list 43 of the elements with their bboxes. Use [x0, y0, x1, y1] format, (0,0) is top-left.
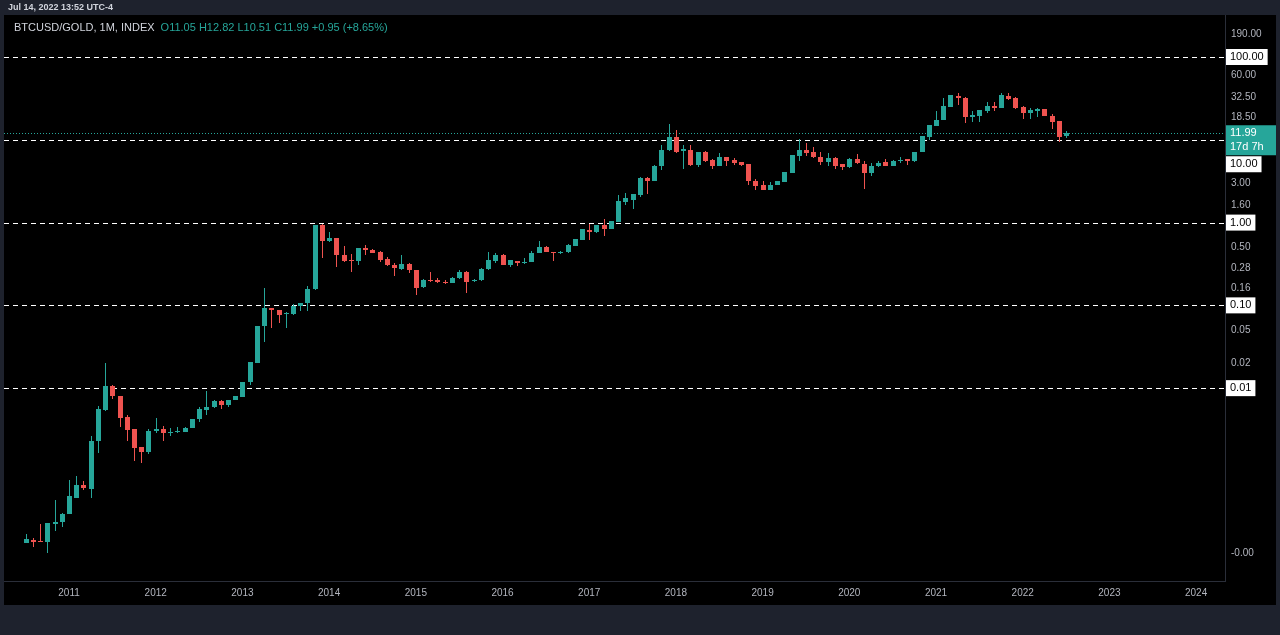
text: BTCUSD/GOLD, 1M, INDEX: [14, 21, 156, 34]
y-tick-label: 0.02: [1231, 356, 1251, 368]
y-tick-label: 0.05: [1231, 324, 1251, 336]
ref-line-label: 0.01: [1230, 381, 1252, 394]
ref-line-label: 100.00: [1230, 50, 1264, 63]
x-tick-label: 2011: [58, 586, 81, 598]
y-tick-label: 1.60: [1231, 199, 1251, 211]
y-tick-label: 3.00: [1231, 176, 1251, 188]
x-tick-label: 2018: [664, 586, 688, 598]
y-tick-label: 0.50: [1231, 241, 1251, 253]
candlestick: [428, 272, 433, 282]
y-tick-label: 60.00: [1231, 69, 1257, 81]
candlestick: [284, 312, 289, 328]
x-tick-label: 2015: [404, 586, 428, 598]
candlestick: [38, 524, 43, 542]
text: O11.05 H12.82 L10.51 C11.99 +0.95 (+8.65%): [160, 21, 388, 34]
ref-line-label: 1.00: [1230, 215, 1252, 228]
y-tick-label: 190.00: [1231, 27, 1263, 39]
y-tick-label: 32.50: [1231, 91, 1257, 103]
x-tick-label: 2014: [317, 586, 341, 598]
y-tick-label: 18.50: [1231, 111, 1257, 123]
ref-line-label: 0.10: [1230, 298, 1252, 311]
ref-line-label: 11.99: [1230, 126, 1257, 139]
x-tick-label: 2020: [838, 586, 861, 598]
y-tick-label: -0.00: [1231, 547, 1255, 559]
candlestick: [349, 254, 354, 272]
text: 17d 7h: [1230, 140, 1264, 153]
text: Jul 14, 2022 13:52 UTC-4: [8, 2, 114, 13]
x-tick-label: 2017: [578, 586, 601, 598]
y-tick-label: 0.16: [1231, 282, 1251, 294]
x-tick-label: 2019: [751, 586, 775, 598]
y-tick-label: 0.28: [1231, 262, 1251, 274]
x-tick-label: 2012: [144, 586, 168, 598]
x-tick-label: 2024: [1184, 586, 1208, 598]
candlestick: [269, 308, 274, 328]
candlestick: [681, 145, 686, 169]
x-tick-label: 2023: [1098, 586, 1121, 598]
x-tick-label: 2016: [491, 586, 515, 598]
x-tick-label: 2021: [924, 586, 948, 598]
ref-line-label: 10.00: [1230, 157, 1258, 170]
candlestick: [53, 500, 58, 531]
x-tick-label: 2013: [231, 586, 254, 598]
x-tick-label: 2022: [1011, 586, 1035, 598]
